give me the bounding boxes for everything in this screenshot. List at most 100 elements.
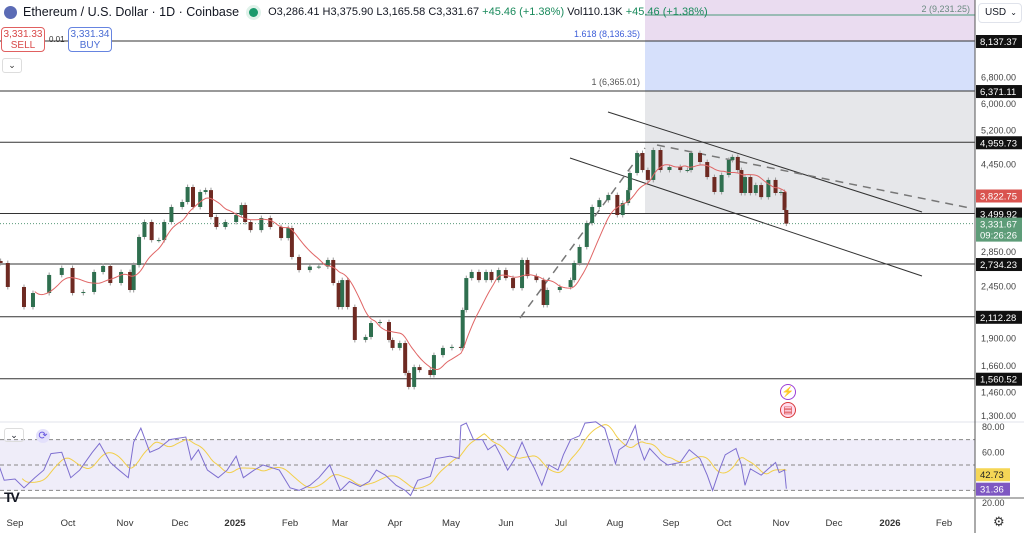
sell-price: 3,331.33 xyxy=(3,29,43,40)
moving-average-line xyxy=(34,164,787,371)
candle xyxy=(689,152,694,171)
chevron-down-icon: ⌄ xyxy=(1010,8,1017,17)
candle xyxy=(70,267,75,294)
us-flag-event-icon[interactable]: ▤ xyxy=(780,402,796,418)
candle xyxy=(496,270,501,281)
high-value: H3,375.90 xyxy=(322,6,374,18)
candle xyxy=(30,293,35,308)
rsi-badge: 42.73 xyxy=(980,470,1004,481)
candle xyxy=(208,190,213,218)
candle xyxy=(503,270,508,279)
candle xyxy=(403,343,408,373)
candle xyxy=(92,271,97,292)
time-tick: Oct xyxy=(61,518,76,529)
rsi-badge-bg xyxy=(976,468,1010,482)
rsi-tick: 60.00 xyxy=(982,447,1005,457)
fib-label: 1.618 (8,136.35) xyxy=(574,29,640,39)
fib-zone-1-1618 xyxy=(645,41,975,92)
candle xyxy=(142,222,147,237)
candle xyxy=(345,280,350,308)
price-tick: 4,450.00 xyxy=(981,159,1016,169)
ma-badge: 3,822.75 xyxy=(980,191,1017,202)
candle xyxy=(363,336,368,340)
candle xyxy=(534,276,539,281)
flash-event-icon[interactable]: ⚡ xyxy=(780,384,796,400)
candle xyxy=(325,259,330,267)
currency-dropdown[interactable]: USD ⌄ xyxy=(978,3,1022,23)
candle xyxy=(511,278,516,289)
candle xyxy=(712,177,717,192)
rsi-tick: 20.00 xyxy=(982,498,1005,508)
level-badge-bg xyxy=(976,258,1022,272)
candle xyxy=(705,162,710,178)
candle xyxy=(234,215,239,223)
currency-label: USD xyxy=(985,7,1007,18)
level-badge: 1,560.52 xyxy=(980,375,1017,386)
level-badge-bg xyxy=(976,207,1022,221)
rsi-tick: 80.00 xyxy=(982,422,1005,432)
volume-change: +45.46 (+1.38%) xyxy=(625,6,708,18)
time-tick: May xyxy=(442,518,460,529)
refresh-icon[interactable]: ⟳ xyxy=(36,429,50,443)
candle xyxy=(21,286,26,308)
price-tick: 1,460.00 xyxy=(981,387,1016,397)
low-value: L3,165.58 xyxy=(376,6,426,18)
level-badge-bg xyxy=(976,310,1022,324)
candle xyxy=(307,266,312,271)
price-tick: 1,660.00 xyxy=(981,361,1016,371)
chevron-down-icon[interactable]: ⌄ xyxy=(2,58,22,73)
time-tick: Nov xyxy=(773,518,790,529)
candle xyxy=(627,173,632,191)
level-badge: 3,499.92 xyxy=(980,210,1017,221)
time-tick: 2025 xyxy=(224,518,246,529)
candle xyxy=(557,286,562,291)
price-tick: 2,450.00 xyxy=(981,281,1016,291)
candle xyxy=(651,150,656,180)
candle xyxy=(489,271,494,281)
candle xyxy=(5,263,10,287)
last-price-badge: 3,331.67 xyxy=(980,220,1017,231)
candle xyxy=(698,152,703,163)
candle xyxy=(169,206,174,223)
candle xyxy=(286,228,291,239)
candle xyxy=(640,152,645,171)
time-tick: Aug xyxy=(607,518,624,529)
rsi-badge: 31.36 xyxy=(980,485,1004,496)
last-price-badge-countdown: 09:26:26 xyxy=(980,231,1017,242)
sell-button[interactable]: 3,331.33 SELL xyxy=(1,27,45,52)
fib-zone-0-1 xyxy=(645,91,975,214)
level-badge: 8,137.37 xyxy=(980,37,1017,48)
buy-button[interactable]: 3,331.34 BUY xyxy=(68,27,112,52)
dashed-trendline xyxy=(656,144,971,209)
fib-zone-1618-2 xyxy=(645,15,975,42)
candle xyxy=(137,236,142,266)
candle xyxy=(128,271,133,291)
candle xyxy=(460,309,465,348)
candle xyxy=(784,210,789,224)
price-tick: 6,000.00 xyxy=(981,99,1016,109)
level-badge-bg xyxy=(976,35,1022,48)
candle xyxy=(753,185,758,193)
candle xyxy=(541,280,546,305)
candle xyxy=(782,191,787,211)
ohlc-values: O3,286.41 H3,375.90 L3,165.58 C3,331.67 … xyxy=(268,6,708,18)
candle xyxy=(658,150,663,171)
candle xyxy=(469,271,474,279)
candle xyxy=(331,259,336,284)
rsi-collapse-chevron-down-icon[interactable]: ⌄ xyxy=(4,428,24,442)
gear-icon[interactable]: ⚙ xyxy=(993,514,1005,529)
time-tick: Feb xyxy=(282,518,298,529)
ma-badge-bg xyxy=(976,189,1022,203)
candle xyxy=(748,177,753,193)
fib-zone-2 xyxy=(645,0,975,15)
volume-value: Vol110.13K xyxy=(567,6,623,18)
candle xyxy=(412,367,417,387)
candle xyxy=(685,170,690,172)
candle xyxy=(377,322,382,324)
market-status-icon xyxy=(249,7,259,17)
time-tick: Jul xyxy=(555,518,567,529)
symbol-title[interactable]: Ethereum / U.S. Dollar · 1D · Coinbase xyxy=(23,5,240,19)
rsi-line xyxy=(0,421,787,497)
spread-value: 0.01 xyxy=(49,35,65,44)
